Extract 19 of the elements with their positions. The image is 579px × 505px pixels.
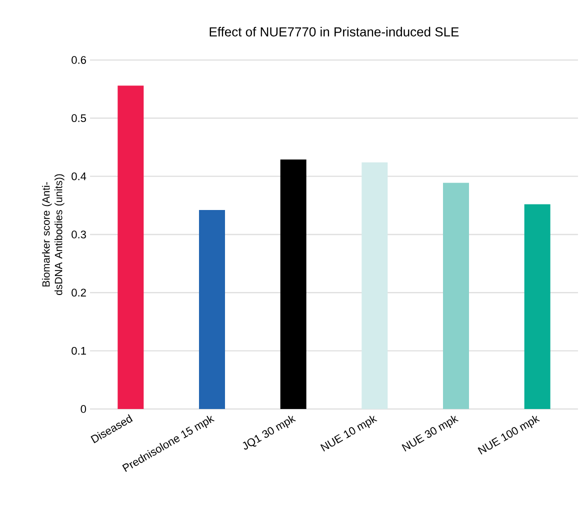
chart-title: Effect of NUE7770 in Pristane-induced SLE <box>210 26 459 36</box>
bar <box>199 210 225 409</box>
y-tick-label: 0.1 <box>72 346 86 355</box>
x-tick-label: NUE 100 mpk <box>478 416 540 454</box>
x-tick-label: NUE 30 mpk <box>402 416 459 452</box>
y-tick-label: 0 <box>80 405 86 413</box>
bar <box>442 182 469 409</box>
y-tick-label: 0.4 <box>72 172 86 180</box>
y-tick-label: 0.6 <box>72 56 86 64</box>
y-axis-title: Biomarker score (Anti-dsDNA Antibodies (units)) <box>42 174 64 296</box>
x-tick-label: JQ1 30 mpk <box>242 416 296 450</box>
bar <box>118 86 144 409</box>
y-tick-label: 0.5 <box>72 114 86 122</box>
bar <box>280 159 306 409</box>
y-tick-label: 0.3 <box>72 230 86 238</box>
x-tick-label: NUE 10 mpk <box>320 416 378 452</box>
bar <box>362 162 388 409</box>
bar <box>524 204 550 409</box>
y-tick-label: 0.2 <box>72 288 86 297</box>
